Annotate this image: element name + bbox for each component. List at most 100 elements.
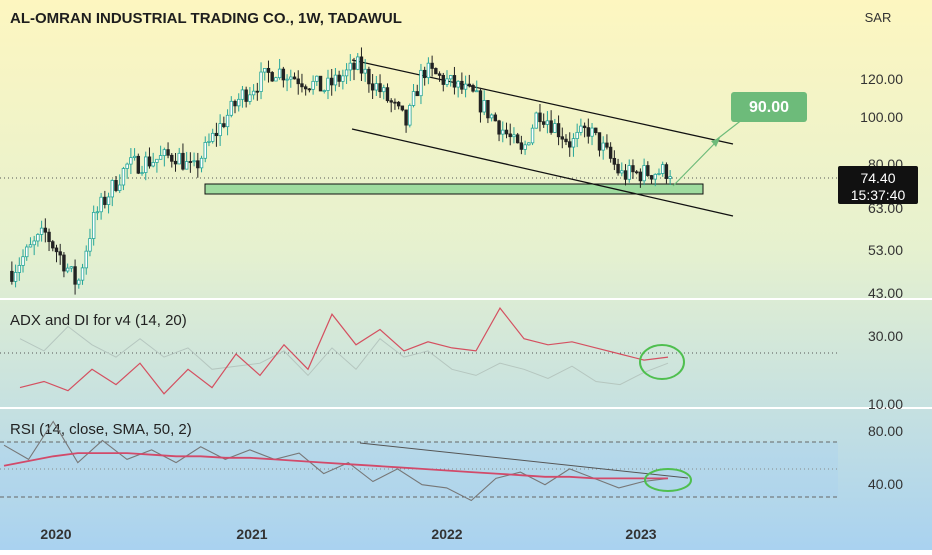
candle-body[interactable] <box>54 247 59 253</box>
candle-body[interactable] <box>631 165 635 173</box>
candle-body[interactable] <box>289 76 293 80</box>
candle-body[interactable] <box>538 112 542 123</box>
candle-body[interactable] <box>486 100 490 119</box>
candle-body[interactable] <box>467 83 472 86</box>
candle-body[interactable] <box>352 62 356 70</box>
candle-body[interactable] <box>307 88 312 91</box>
candle-body[interactable] <box>229 100 233 116</box>
candle-body[interactable] <box>240 89 245 100</box>
candle-body[interactable] <box>396 101 401 107</box>
candle-body[interactable] <box>623 170 628 180</box>
candle-body[interactable] <box>207 140 211 143</box>
candle-body[interactable] <box>118 184 122 191</box>
candle-body[interactable] <box>545 120 550 125</box>
candle-body[interactable] <box>344 69 349 77</box>
candle-body[interactable] <box>129 157 133 165</box>
candle-body[interactable] <box>534 112 538 129</box>
candle-body[interactable] <box>649 175 654 180</box>
candle-body[interactable] <box>210 132 215 142</box>
candle-body[interactable] <box>125 163 129 169</box>
candle-body[interactable] <box>248 94 252 102</box>
candle-body[interactable] <box>419 69 423 97</box>
candle-body[interactable] <box>449 75 453 80</box>
candle-body[interactable] <box>579 125 583 133</box>
candle-body[interactable] <box>136 155 141 174</box>
candle-body[interactable] <box>326 77 330 91</box>
candle-body[interactable] <box>330 77 334 86</box>
candle-body[interactable] <box>196 160 200 169</box>
candle-body[interactable] <box>188 161 193 163</box>
candle-body[interactable] <box>43 227 48 233</box>
candle-body[interactable] <box>564 138 568 143</box>
candle-body[interactable] <box>285 78 289 81</box>
candle-body[interactable] <box>471 84 475 92</box>
candle-body[interactable] <box>404 109 408 126</box>
candle-body[interactable] <box>218 123 222 137</box>
candle-body[interactable] <box>460 80 464 90</box>
candle-body[interactable] <box>415 91 419 97</box>
candle-body[interactable] <box>173 160 178 165</box>
candle-body[interactable] <box>501 129 505 135</box>
candle-body[interactable] <box>17 265 21 273</box>
candle-body[interactable] <box>181 152 185 170</box>
candle-body[interactable] <box>389 100 393 103</box>
candle-body[interactable] <box>39 227 44 235</box>
candle-body[interactable] <box>274 77 278 82</box>
candle-body[interactable] <box>348 62 352 71</box>
candle-body[interactable] <box>32 240 36 246</box>
candle-body[interactable] <box>601 142 605 151</box>
candle-body[interactable] <box>456 80 460 88</box>
last-price-badge[interactable] <box>838 166 918 204</box>
candle-body[interactable] <box>140 172 144 174</box>
rsi-trendline[interactable] <box>359 442 689 479</box>
candle-body[interactable] <box>549 120 553 133</box>
candle-body[interactable] <box>594 127 598 134</box>
candle-body[interactable] <box>225 114 230 128</box>
price-candles[interactable] <box>10 47 672 295</box>
candle-body[interactable] <box>374 83 379 91</box>
candle-body[interactable] <box>292 76 297 80</box>
candle-body[interactable] <box>586 127 591 137</box>
candle-body[interactable] <box>255 90 260 93</box>
channel-lower-line[interactable] <box>351 128 734 217</box>
channel-upper-line[interactable] <box>351 59 734 145</box>
candle-body[interactable] <box>337 74 341 82</box>
candle-body[interactable] <box>147 156 152 167</box>
candle-body[interactable] <box>270 72 274 82</box>
candle-body[interactable] <box>80 267 85 281</box>
candle-body[interactable] <box>378 83 382 93</box>
candle-body[interactable] <box>530 127 535 144</box>
candle-body[interactable] <box>311 80 315 90</box>
candle-body[interactable] <box>315 75 319 82</box>
candle-body[interactable] <box>151 162 155 167</box>
candle-body[interactable] <box>560 136 564 140</box>
candle-body[interactable] <box>51 241 55 249</box>
candle-body[interactable] <box>170 154 174 162</box>
candle-body[interactable] <box>58 251 62 256</box>
candle-body[interactable] <box>322 90 326 92</box>
candle-body[interactable] <box>385 87 390 102</box>
candle-body[interactable] <box>155 158 159 163</box>
candle-body[interactable] <box>497 120 501 135</box>
candle-body[interactable] <box>393 101 397 104</box>
candle-body[interactable] <box>523 144 527 150</box>
candle-body[interactable] <box>103 196 107 205</box>
candle-body[interactable] <box>422 69 427 79</box>
candle-body[interactable] <box>244 89 248 102</box>
adx-line[interactable] <box>19 307 669 395</box>
candle-body[interactable] <box>333 74 338 86</box>
candle-body[interactable] <box>36 234 40 242</box>
candle-body[interactable] <box>132 155 137 159</box>
candle-body[interactable] <box>642 165 646 182</box>
rsi-highlight-circle[interactable] <box>644 468 692 492</box>
support-zone[interactable] <box>204 183 704 195</box>
time-axis[interactable]: 2020 2021 2022 2023 <box>40 526 656 542</box>
candle-body[interactable] <box>65 267 70 272</box>
candle-body[interactable] <box>266 67 271 73</box>
candle-body[interactable] <box>411 91 416 106</box>
candle-body[interactable] <box>233 100 237 107</box>
candle-body[interactable] <box>356 56 360 70</box>
candle-body[interactable] <box>91 211 96 239</box>
candle-body[interactable] <box>627 165 631 180</box>
